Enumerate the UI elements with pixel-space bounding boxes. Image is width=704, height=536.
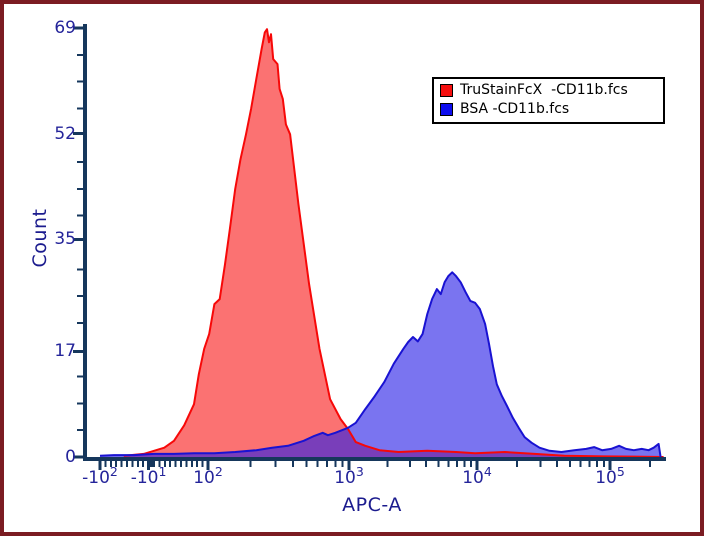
- legend: TruStainFcX -CD11b.fcs BSA -CD11b.fcs: [432, 77, 665, 124]
- x-major-tick: [347, 461, 351, 470]
- x-minor-tick: [185, 461, 188, 467]
- y-tick-label: 35: [54, 229, 76, 250]
- x-minor-tick: [602, 461, 605, 467]
- series-outline-1: [99, 271, 662, 458]
- x-minor-tick: [180, 461, 182, 467]
- x-axis-title[interactable]: APC-A: [342, 494, 402, 516]
- y-minor-tick: [77, 161, 83, 164]
- series-fill-0: [123, 29, 664, 457]
- x-minor-tick: [196, 461, 199, 467]
- y-minor-tick: [77, 53, 83, 56]
- x-minor-tick: [291, 461, 294, 467]
- x-minor-tick: [126, 461, 128, 467]
- y-tick-label: 0: [65, 447, 76, 467]
- legend-item-label: TruStainFcX -CD11b.fcs: [460, 82, 628, 98]
- y-tick-label: 69: [54, 18, 76, 38]
- x-minor-tick: [588, 461, 591, 467]
- y-minor-tick: [77, 187, 83, 190]
- y-major-tick: [73, 132, 83, 136]
- x-minor-tick: [579, 461, 582, 467]
- x-minor-tick: [649, 461, 652, 467]
- x-major-tick: [608, 461, 612, 470]
- x-minor-tick: [425, 461, 428, 467]
- x-minor-tick: [568, 461, 571, 467]
- y-tick-label: 17: [54, 341, 76, 362]
- x-major-tick: [475, 461, 479, 470]
- y-major-tick: [73, 349, 83, 353]
- x-minor-tick: [142, 461, 145, 467]
- x-minor-tick: [163, 461, 166, 467]
- x-minor-tick: [539, 461, 542, 467]
- y-minor-tick: [77, 321, 83, 324]
- x-major-tick: [147, 461, 151, 470]
- legend-item[interactable]: BSA -CD11b.fcs: [440, 100, 659, 119]
- x-minor-tick: [104, 461, 107, 467]
- y-minor-tick: [77, 80, 83, 83]
- y-major-tick: [73, 26, 83, 30]
- series-outline-0: [123, 28, 664, 458]
- legend-item-label: BSA -CD11b.fcs: [460, 101, 570, 117]
- y-tick-label: 52: [54, 123, 76, 144]
- x-minor-tick: [456, 461, 459, 467]
- x-minor-tick: [148, 461, 151, 467]
- series-fill-1: [100, 272, 661, 457]
- x-minor-tick: [556, 461, 559, 467]
- x-minor-tick: [341, 461, 344, 467]
- x-tick-label: 104: [462, 464, 492, 488]
- x-minor-tick: [516, 461, 519, 467]
- x-minor-tick: [447, 461, 450, 467]
- x-tick-label: 105: [595, 464, 625, 488]
- x-minor-tick: [249, 461, 252, 467]
- x-minor-tick: [274, 461, 277, 467]
- x-minor-tick: [386, 461, 389, 467]
- x-tick-label: -101: [130, 464, 167, 488]
- x-minor-tick: [109, 461, 112, 467]
- x-minor-tick: [131, 461, 134, 467]
- y-major-tick: [73, 237, 83, 241]
- y-axis-line: [83, 24, 87, 461]
- x-minor-tick: [149, 461, 152, 467]
- y-minor-tick: [77, 402, 83, 405]
- x-major-tick: [206, 461, 210, 470]
- x-minor-tick: [136, 461, 139, 467]
- legend-item[interactable]: TruStainFcX -CD11b.fcs: [440, 81, 659, 100]
- x-minor-tick: [190, 461, 193, 467]
- x-minor-tick: [150, 461, 153, 467]
- x-minor-tick: [151, 461, 154, 467]
- y-minor-tick: [77, 107, 83, 110]
- x-minor-tick: [305, 461, 308, 467]
- x-minor-tick: [158, 461, 161, 467]
- x-tick-label: -102: [82, 464, 118, 488]
- x-minor-tick: [326, 461, 329, 467]
- legend-swatch: [440, 84, 453, 97]
- x-axis-line: [83, 457, 666, 461]
- x-minor-tick: [169, 461, 172, 467]
- x-minor-tick: [470, 461, 473, 467]
- y-minor-tick: [77, 214, 83, 217]
- y-major-tick: [73, 455, 83, 459]
- x-minor-tick: [334, 461, 337, 467]
- x-minor-tick: [596, 461, 599, 467]
- x-minor-tick: [437, 461, 440, 467]
- x-minor-tick: [463, 461, 466, 467]
- x-minor-tick: [174, 461, 177, 467]
- x-minor-tick: [120, 461, 123, 467]
- y-minor-tick: [77, 268, 83, 271]
- plot-canvas[interactable]: [4, 4, 704, 536]
- y-minor-tick: [77, 295, 83, 298]
- legend-swatch: [440, 103, 453, 116]
- x-minor-tick: [409, 461, 412, 467]
- x-minor-tick: [316, 461, 319, 467]
- x-minor-tick: [153, 461, 155, 467]
- x-tick-label: 103: [334, 464, 364, 488]
- x-tick-label: 102: [193, 464, 223, 488]
- y-minor-tick: [77, 375, 83, 378]
- x-major-tick: [98, 461, 102, 470]
- x-minor-tick: [115, 461, 118, 467]
- y-minor-tick: [77, 429, 83, 432]
- x-minor-tick: [201, 461, 204, 467]
